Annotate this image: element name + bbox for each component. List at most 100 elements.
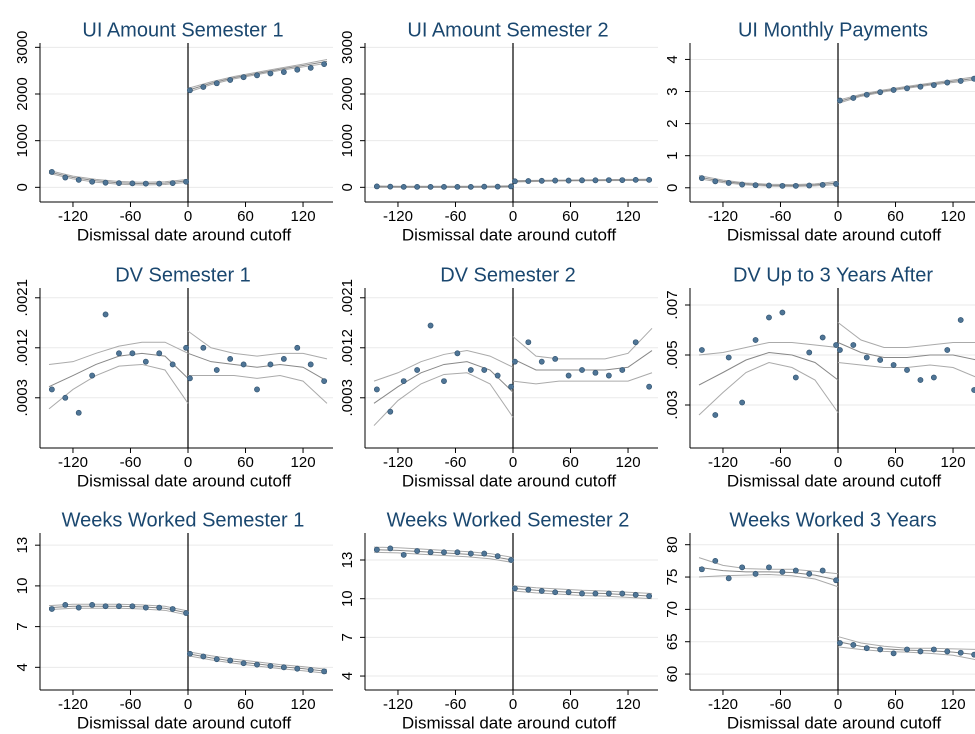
data-point xyxy=(646,593,653,600)
data-point xyxy=(467,367,474,373)
x-tick-label: -120 xyxy=(383,208,413,225)
data-point xyxy=(525,178,532,184)
data-point xyxy=(833,342,839,348)
data-point xyxy=(75,409,82,416)
x-tick-label: -60 xyxy=(120,696,142,713)
data-point xyxy=(579,367,585,373)
data-point xyxy=(971,75,975,82)
data-point xyxy=(877,89,884,96)
y-tick-label: 3000 xyxy=(14,31,31,64)
x-axis-label: Dismissal date around cutoff xyxy=(727,471,941,490)
data-point xyxy=(321,668,328,675)
data-point xyxy=(725,180,732,186)
data-point xyxy=(632,591,639,598)
data-point xyxy=(712,412,719,418)
x-axis-label: Dismissal date around cutoff xyxy=(727,225,941,244)
ci-line xyxy=(373,551,514,564)
x-tick-label: 60 xyxy=(887,208,904,225)
data-point xyxy=(169,606,176,612)
data-point xyxy=(766,314,772,321)
x-tick-label: 120 xyxy=(616,696,641,713)
data-point xyxy=(725,354,732,361)
data-point xyxy=(116,350,122,357)
ci-line xyxy=(188,375,328,404)
x-tick-label: -120 xyxy=(58,208,88,225)
y-tick-label: 1 xyxy=(664,152,681,160)
ci-line xyxy=(187,330,328,360)
x-tick-label: -60 xyxy=(770,696,792,713)
data-point xyxy=(752,182,759,189)
ci-line xyxy=(48,607,189,616)
data-point xyxy=(427,549,434,556)
data-point xyxy=(387,183,394,190)
y-tick-label: .005 xyxy=(664,340,681,369)
y-tick-label: 10 xyxy=(339,590,356,607)
data-point xyxy=(454,350,461,357)
data-point xyxy=(481,550,488,557)
data-point xyxy=(280,69,287,75)
x-tick-label: 60 xyxy=(562,696,579,713)
y-tick-label: .0012 xyxy=(339,329,356,367)
data-point xyxy=(441,378,447,385)
data-point xyxy=(957,317,964,323)
ci-line xyxy=(698,361,839,416)
data-point xyxy=(739,181,746,188)
data-point xyxy=(116,603,122,610)
ci-line xyxy=(48,363,189,410)
x-tick-label: 0 xyxy=(184,454,192,471)
x-tick-label: -120 xyxy=(708,696,738,713)
y-tick-label: 0 xyxy=(339,183,356,191)
data-point xyxy=(183,344,189,351)
x-tick-label: 120 xyxy=(291,454,316,471)
data-point xyxy=(508,183,514,190)
data-point xyxy=(89,601,96,608)
ci-line xyxy=(187,58,328,89)
data-point xyxy=(467,550,474,557)
data-point xyxy=(779,568,786,575)
x-tick-label: -60 xyxy=(445,208,467,225)
data-point xyxy=(441,549,447,556)
data-point xyxy=(373,546,380,553)
y-tick-label: 70 xyxy=(664,601,681,618)
data-point xyxy=(890,650,897,657)
x-tick-label: -60 xyxy=(120,208,142,225)
data-point xyxy=(806,182,813,189)
data-point xyxy=(592,177,599,184)
x-axis-label: Dismissal date around cutoff xyxy=(402,713,616,732)
data-point xyxy=(944,79,951,86)
data-point xyxy=(156,604,163,611)
data-point xyxy=(698,175,705,182)
y-tick-label: 2000 xyxy=(14,77,31,110)
y-tick-label: 3 xyxy=(664,87,681,95)
data-point xyxy=(712,557,719,564)
data-point xyxy=(579,177,585,184)
data-point xyxy=(227,355,234,362)
x-tick-label: -60 xyxy=(770,208,792,225)
data-point xyxy=(200,653,207,660)
x-tick-label: 0 xyxy=(184,208,192,225)
y-tick-label: 0 xyxy=(664,184,681,192)
data-point xyxy=(267,70,274,77)
data-point xyxy=(632,339,639,346)
data-point xyxy=(779,182,786,189)
data-point xyxy=(129,603,136,610)
x-tick-label: 60 xyxy=(237,696,254,713)
data-point xyxy=(819,334,826,341)
data-point xyxy=(917,648,924,655)
x-tick-label: 60 xyxy=(887,454,904,471)
data-point xyxy=(850,95,857,101)
fit-line xyxy=(187,352,328,382)
data-point xyxy=(904,367,910,373)
data-point xyxy=(142,180,149,187)
data-point xyxy=(698,347,705,353)
x-tick-label: 120 xyxy=(941,454,966,471)
data-point xyxy=(321,61,328,68)
data-point xyxy=(169,361,176,368)
data-point xyxy=(605,177,612,183)
x-tick-label: 120 xyxy=(616,454,641,471)
data-point xyxy=(508,383,514,390)
y-tick-label: .0021 xyxy=(14,279,31,317)
data-point xyxy=(481,367,488,373)
chart-title: Weeks Worked Semester 2 xyxy=(387,509,630,531)
y-tick-label: 1000 xyxy=(339,124,356,157)
